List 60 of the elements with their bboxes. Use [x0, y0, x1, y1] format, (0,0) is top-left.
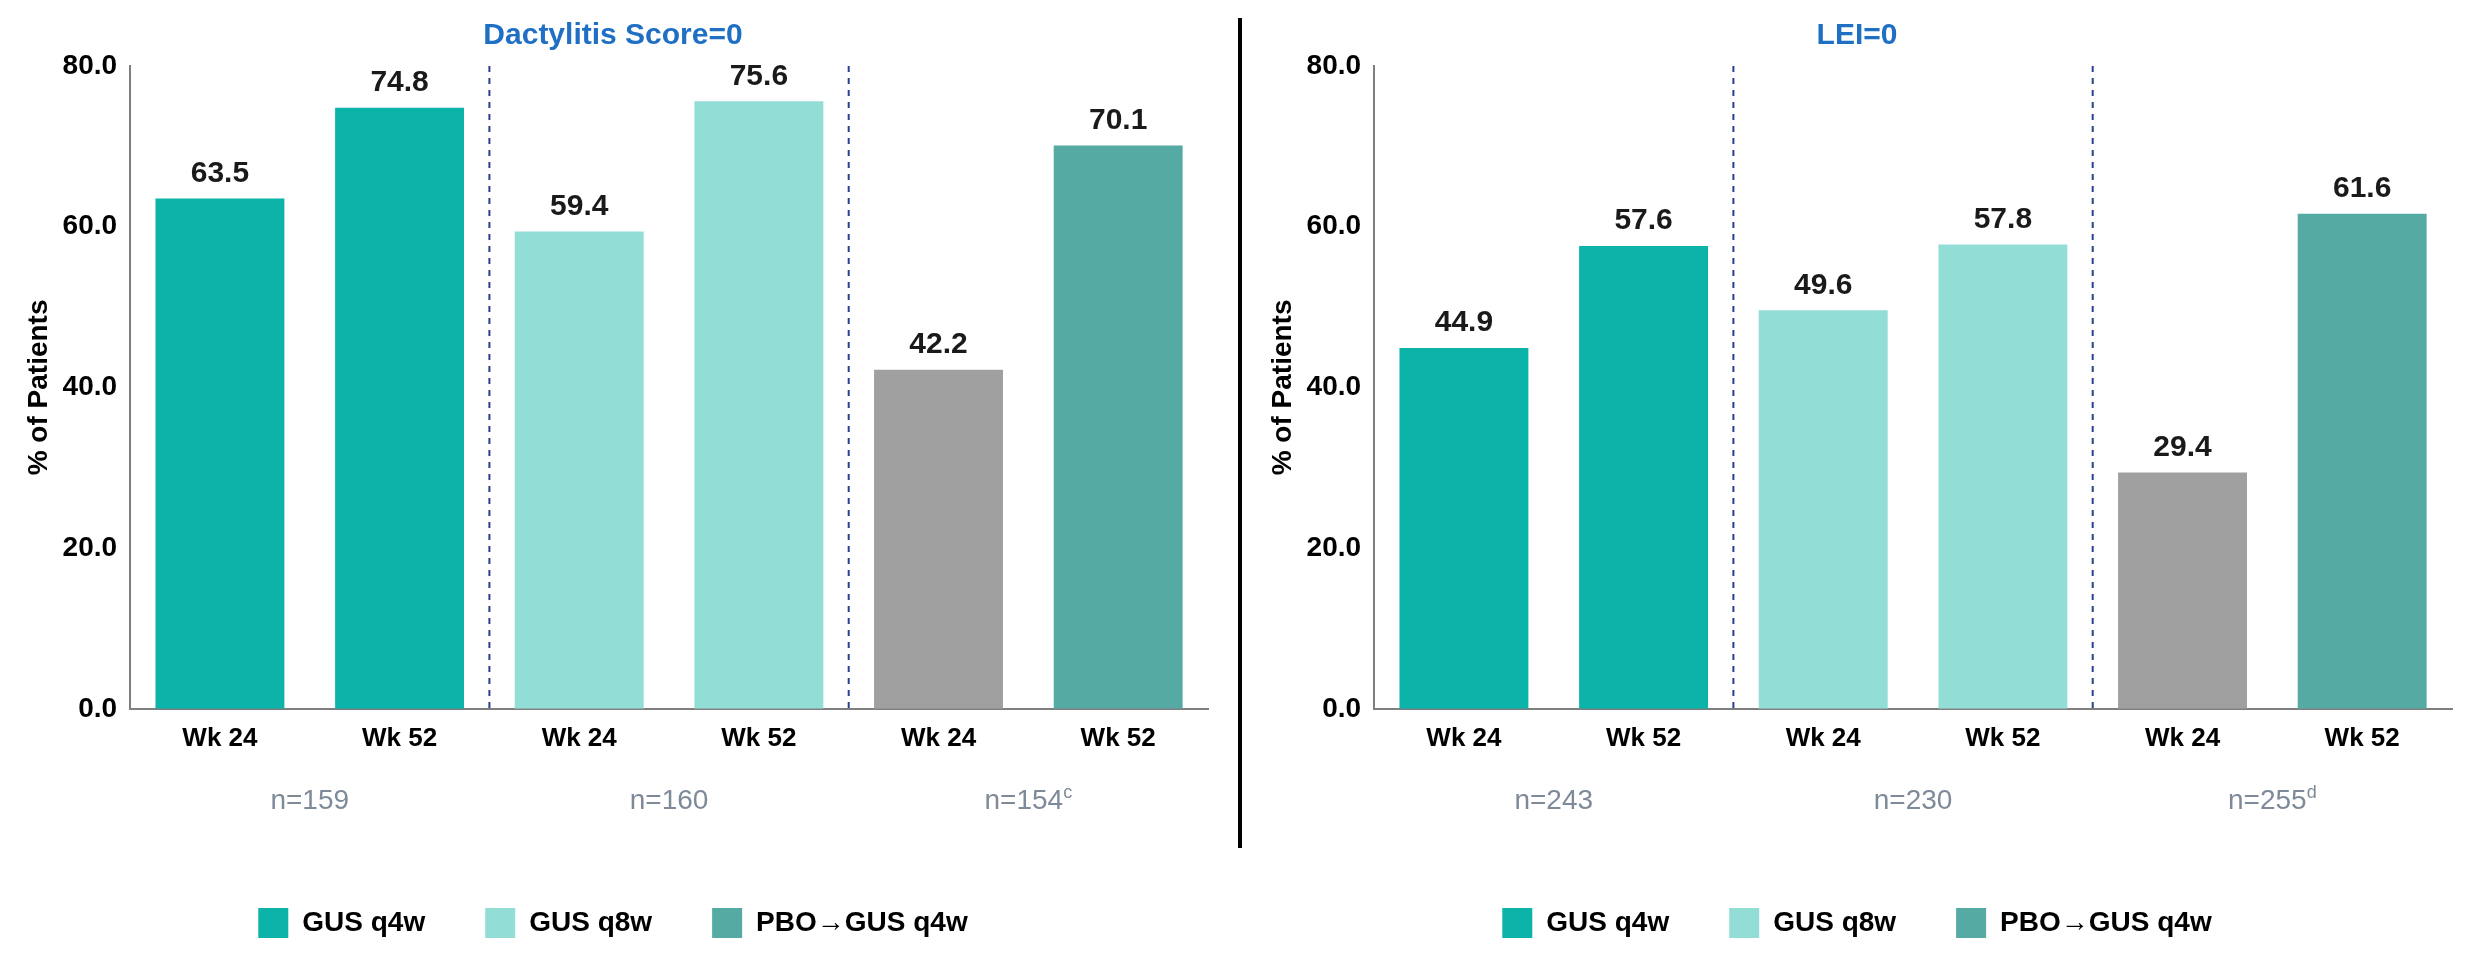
legend-label: GUS q8w — [529, 905, 653, 937]
text: n=230 — [1873, 783, 1953, 815]
text: n=159 — [270, 783, 350, 815]
x-tick-label: Wk 52 — [721, 721, 797, 752]
y-tick-label: 80.0 — [1306, 48, 1362, 80]
y-tick-label: 20.0 — [1306, 530, 1362, 562]
bar — [335, 107, 465, 709]
bar — [1938, 244, 2068, 709]
chart-title: LEI=0 — [1816, 17, 1898, 51]
data-label: 59.4 — [550, 187, 609, 221]
text: n=160 — [629, 783, 709, 815]
x-tick-label: Wk 24 — [2144, 721, 2221, 752]
x-tick-label: Wk 52 — [361, 721, 438, 752]
legend-label: GUS q8w — [1773, 905, 1897, 937]
bar — [694, 101, 824, 709]
bar — [1758, 310, 1888, 709]
data-label: 57.8 — [1973, 200, 2033, 234]
x-tick-label: Wk 52 — [1080, 721, 1156, 752]
data-label: 75.6 — [729, 57, 789, 91]
y-tick-label: 80.0 — [62, 48, 118, 80]
bar — [514, 231, 644, 709]
bar — [2297, 213, 2427, 709]
x-tick-label: Wk 24 — [900, 721, 977, 752]
data-label: 74.8 — [370, 64, 429, 98]
legend-label: GUS q4w — [1546, 905, 1670, 937]
x-tick-label: Wk 24 — [1426, 721, 1503, 752]
bar — [155, 198, 285, 709]
x-tick-label: Wk 24 — [541, 721, 618, 752]
y-tick-label: 0.0 — [1322, 691, 1362, 723]
data-label: 29.4 — [2153, 428, 2213, 462]
y-tick-label: 60.0 — [1306, 209, 1362, 241]
x-tick-label: Wk 52 — [1605, 721, 1682, 752]
legend-label: PBO→GUS q4w — [756, 905, 968, 937]
bar — [1053, 145, 1183, 709]
x-tick-label: Wk 24 — [182, 721, 259, 752]
bar — [1399, 348, 1529, 709]
bar — [1579, 245, 1709, 709]
x-tick-label: Wk 52 — [1965, 721, 2041, 752]
data-label: 49.6 — [1794, 266, 1853, 300]
y-tick-label: 60.0 — [62, 209, 118, 241]
y-tick-label: 20.0 — [62, 530, 118, 562]
chart-title: Dactylitis Score=0 — [483, 17, 743, 51]
bar — [874, 369, 1003, 709]
legend-label: GUS q4w — [302, 905, 426, 937]
x-tick-label: Wk 52 — [2324, 721, 2400, 752]
y-axis-title: % of Patients — [21, 299, 53, 476]
y-tick-label: 40.0 — [62, 370, 118, 402]
data-label: 42.2 — [909, 325, 968, 359]
data-label: 70.1 — [1088, 101, 1148, 135]
x-tick-label: Wk 24 — [1785, 721, 1862, 752]
data-label: 61.6 — [2332, 170, 2392, 204]
y-tick-label: 0.0 — [78, 691, 118, 723]
legend-label: PBO→GUS q4w — [2000, 905, 2212, 937]
data-label: 63.5 — [190, 154, 250, 188]
y-tick-label: 40.0 — [1306, 370, 1362, 402]
data-label: 57.6 — [1614, 202, 1673, 236]
data-label: 44.9 — [1434, 304, 1494, 338]
bar — [2118, 472, 2247, 709]
y-axis-title: % of Patients — [1265, 299, 1297, 476]
text: n=243 — [1514, 783, 1594, 815]
